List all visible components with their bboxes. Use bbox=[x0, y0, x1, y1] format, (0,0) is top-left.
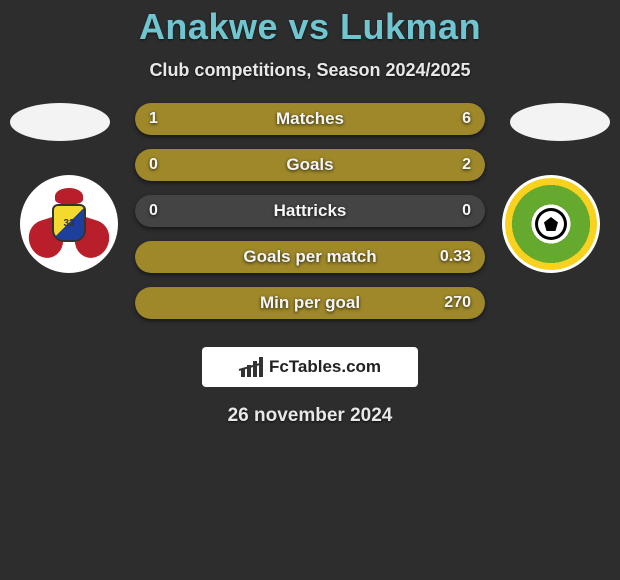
player-left-avatar bbox=[10, 103, 110, 141]
club-left-badge: 33 bbox=[20, 175, 118, 273]
stat-row: Goals0 2 bbox=[135, 149, 485, 181]
stat-value-left: 0 bbox=[149, 195, 158, 227]
club-right-badge bbox=[502, 175, 600, 273]
football-icon bbox=[535, 208, 567, 240]
stat-value-left: 0 bbox=[149, 149, 158, 181]
stat-value-right: 0 bbox=[462, 195, 471, 227]
stat-row: Goals per match0.33 bbox=[135, 241, 485, 273]
stat-label: Min per goal bbox=[135, 287, 485, 319]
stat-row: Hattricks0 0 bbox=[135, 195, 485, 227]
brand-badge: FcTables.com bbox=[202, 347, 418, 387]
brand-text: FcTables.com bbox=[269, 357, 381, 377]
stat-row: Min per goal270 bbox=[135, 287, 485, 319]
chart-icon bbox=[239, 357, 265, 377]
page-subtitle: Club competitions, Season 2024/2025 bbox=[0, 60, 620, 81]
stat-value-left: 1 bbox=[149, 103, 158, 135]
stat-label: Goals per match bbox=[135, 241, 485, 273]
stat-value-right: 6 bbox=[462, 103, 471, 135]
stat-label: Matches bbox=[135, 103, 485, 135]
club-left-number: 33 bbox=[52, 204, 86, 242]
stat-label: Hattricks bbox=[135, 195, 485, 227]
stat-label: Goals bbox=[135, 149, 485, 181]
comparison-panel: 33 Matches16Goals02Hattricks00Goals per … bbox=[0, 103, 620, 333]
generated-date: 26 november 2024 bbox=[0, 405, 620, 427]
stat-value-right: 2 bbox=[462, 149, 471, 181]
stat-value-right: 270 bbox=[444, 287, 471, 319]
stats-bars: Matches16Goals02Hattricks00Goals per mat… bbox=[135, 103, 485, 319]
player-right-avatar bbox=[510, 103, 610, 141]
page-title: Anakwe vs Lukman bbox=[0, 6, 620, 48]
stat-value-right: 0.33 bbox=[440, 241, 471, 273]
stat-row: Matches1 6 bbox=[135, 103, 485, 135]
